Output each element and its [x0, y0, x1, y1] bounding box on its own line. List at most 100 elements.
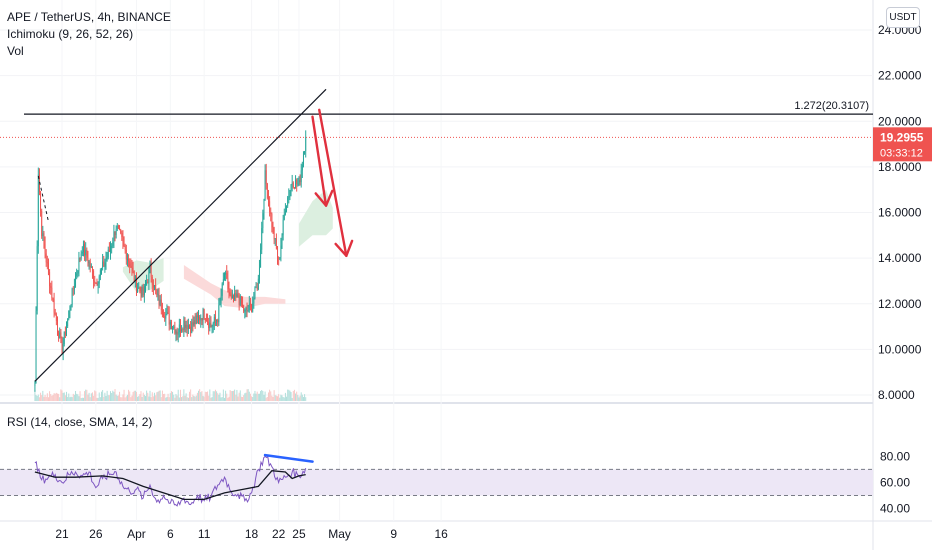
time-axis[interactable]: 21 26 Apr 6 11 18 22 25 May 9 16: [55, 527, 448, 541]
candle-body: [132, 267, 134, 272]
volume-legend[interactable]: Vol: [7, 44, 24, 58]
candle-body: [59, 332, 61, 338]
candle-body: [291, 182, 293, 185]
volume-bar: [66, 391, 68, 401]
candle-body: [275, 238, 277, 249]
price-tick-label: 8.0000: [878, 388, 915, 402]
volume-bar: [257, 393, 259, 401]
candle-body: [220, 295, 222, 301]
volume-bar: [163, 393, 165, 401]
ichimoku-legend[interactable]: Ichimoku (9, 26, 52, 26): [7, 27, 134, 41]
rsi-tick-label: 40.00: [880, 501, 910, 515]
candle-body: [49, 272, 51, 287]
candle-body: [263, 199, 265, 214]
candle-body: [227, 278, 229, 289]
candle-body: [298, 180, 300, 184]
volume-bar: [209, 389, 211, 401]
volume-bar: [90, 393, 92, 401]
candle-body: [248, 303, 250, 311]
volume-bar: [169, 393, 171, 401]
volume-bar: [177, 389, 179, 401]
volume-bar: [210, 397, 212, 401]
rsi-legend[interactable]: RSI (14, close, SMA, 14, 2): [7, 415, 153, 429]
volume-bar: [204, 391, 206, 401]
candle-body: [37, 174, 39, 247]
candle-body: [60, 332, 62, 338]
candle-body: [40, 191, 42, 211]
volume-bar: [295, 393, 297, 401]
volume-bar: [274, 395, 276, 401]
volume-bar: [103, 396, 105, 401]
candle-body: [233, 295, 234, 300]
candle-body: [218, 305, 220, 323]
candle-body: [58, 330, 60, 338]
volume-bar: [104, 392, 106, 401]
candle-body: [164, 315, 166, 319]
candle-body: [44, 244, 46, 254]
candle-body: [92, 266, 93, 272]
candle-body: [238, 297, 240, 305]
candle-body: [165, 313, 167, 319]
candle-body: [273, 227, 275, 240]
price-tick-label: 20.0000: [878, 114, 922, 128]
candle-body: [130, 266, 132, 268]
candle-body: [217, 319, 219, 323]
volume-bar: [240, 396, 242, 401]
candle-body: [45, 253, 47, 263]
volume-bar: [108, 395, 110, 401]
countdown-label: 03:33:12: [880, 147, 923, 159]
volume-bar: [207, 391, 209, 401]
volume-bar: [195, 395, 197, 401]
candle-body: [219, 300, 221, 306]
volume-bar: [298, 397, 300, 401]
candle-body: [99, 270, 101, 277]
candle-body: [149, 264, 151, 271]
volume-bar: [255, 393, 257, 401]
candle-body: [166, 312, 168, 314]
candle-body: [85, 249, 87, 256]
volume-bar: [199, 389, 201, 401]
volume-bar: [71, 397, 73, 401]
volume-bar: [253, 393, 255, 401]
price-axis[interactable]: 8.0000 10.0000 12.0000 14.0000 16.0000 18.000…: [873, 23, 932, 515]
candle-body: [299, 180, 301, 183]
candle-body: [262, 213, 264, 229]
candle-body: [301, 164, 303, 171]
volume-bar: [50, 394, 52, 401]
candle-body: [36, 246, 38, 311]
volume-bar: [93, 395, 95, 401]
candle-body: [86, 249, 88, 258]
volume-bar: [237, 396, 239, 401]
symbol-title[interactable]: APE / TetherUS, 4h, BINANCE: [7, 10, 171, 24]
candle-body: [66, 326, 67, 336]
volume-bar: [123, 389, 125, 401]
volume-bar: [286, 396, 288, 401]
volume-bar: [150, 397, 152, 401]
candle-body: [131, 267, 133, 269]
volume-bar: [77, 394, 79, 401]
candle-body: [62, 343, 64, 355]
volume-bar: [91, 392, 93, 401]
volume-bar: [122, 394, 124, 401]
candle-body: [156, 289, 158, 295]
currency-button[interactable]: USDT: [886, 7, 920, 28]
volume-bar: [152, 396, 154, 401]
last-price-label: 19.2955: [880, 130, 924, 144]
drawings[interactable]: 1.272(20.3107): [0, 88, 873, 382]
candle-body: [201, 318, 203, 321]
candle-body: [269, 201, 271, 212]
candle-body: [50, 286, 52, 288]
candle-body: [67, 318, 69, 327]
candle-body: [236, 293, 238, 297]
volume-bar: [212, 391, 214, 401]
price-tick-label: 22.0000: [878, 69, 922, 83]
candle-body: [152, 284, 154, 288]
candle-body: [115, 229, 117, 235]
fib-level-label: 1.272(20.3107): [794, 100, 869, 112]
volume-bar: [113, 391, 115, 401]
candle-body: [97, 283, 99, 286]
volume-bar: [78, 396, 80, 401]
candle-body: [190, 326, 192, 333]
volume-bar: [244, 393, 246, 401]
